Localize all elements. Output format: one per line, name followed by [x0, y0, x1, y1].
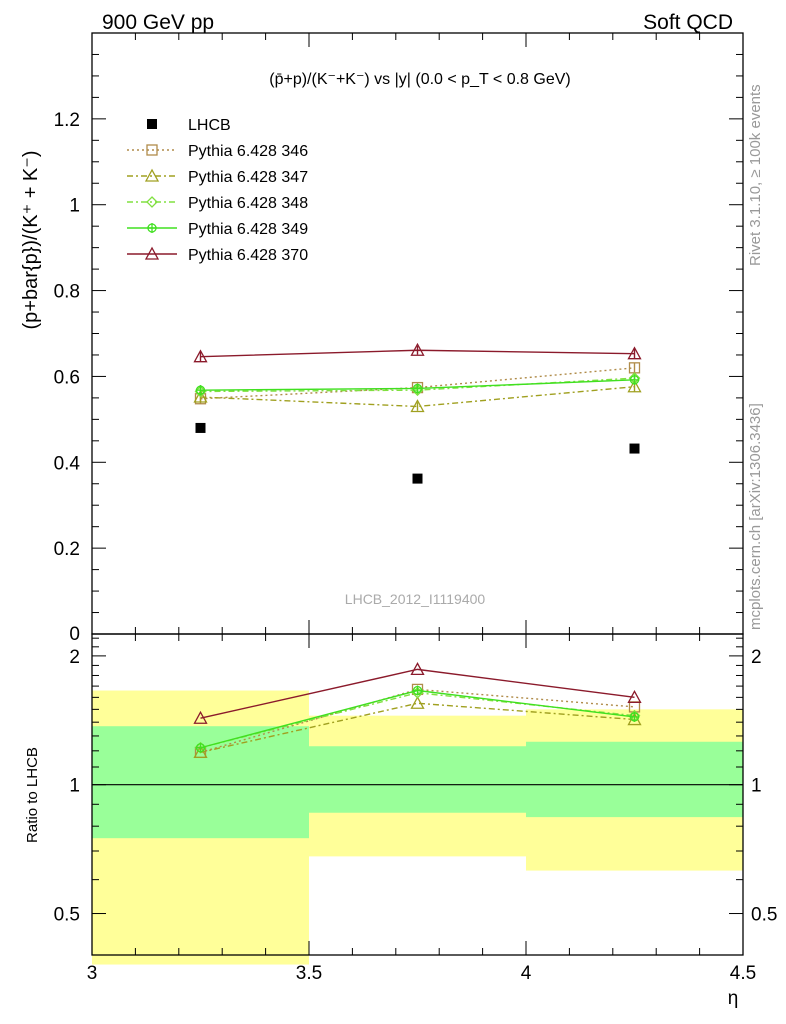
legend-marker	[147, 223, 157, 233]
main-panel: LHCB_2012_I1119400 LHCB Pythia 6.428 346 P…	[20, 32, 744, 645]
data-point	[629, 374, 640, 385]
y-tick-label: 1	[69, 196, 80, 217]
ratio-series-4	[193, 662, 642, 724]
data-point	[412, 383, 423, 394]
ratio-y-tick-label: 1	[69, 776, 80, 797]
series-1	[194, 362, 641, 405]
y-axis-label: (p+bar{p})/(K⁺ + K⁻)	[20, 151, 42, 330]
mcplots-label: mcplots.cern.ch [arXiv:1306.3436]	[747, 403, 764, 630]
legend-marker	[144, 168, 160, 182]
ratio-y-tick-label-right: 2	[751, 647, 762, 668]
ratio-frame	[91, 633, 744, 956]
ratio-y-tick-label: 0.5	[54, 905, 80, 926]
data-point	[193, 389, 208, 403]
y-tick-label: 0.2	[54, 539, 80, 560]
x-tick-label: 4.5	[730, 963, 756, 984]
data-point	[412, 473, 423, 484]
x-tick-label: 3	[87, 963, 98, 984]
ratio-y-tick-label-right: 1	[751, 776, 762, 797]
legend-label: Pythia 6.428 347	[188, 169, 308, 186]
ratio-data-point	[193, 710, 208, 724]
legend: LHCB Pythia 6.428 346 Pythia 6.428 347 Pyth…	[127, 117, 308, 264]
ratio-y-axis-label: Ratio to LHCB	[24, 747, 41, 843]
series-4	[195, 374, 640, 396]
y-tick-label: 0.4	[54, 453, 81, 474]
data-point	[410, 342, 425, 356]
legend-label: Pythia 6.428 348	[188, 195, 308, 212]
data-point	[195, 422, 206, 433]
series-line	[200, 386, 635, 408]
ratio-series-3	[195, 685, 640, 753]
ratio-y-tick-label: 2	[69, 647, 80, 668]
ratio-panel: 3 3.5 4 4.5 0.5 0.5 1 1 2 2 Ratio to LHCB η	[24, 633, 777, 1009]
legend-marker	[146, 196, 158, 208]
ratio-data-point	[193, 745, 208, 759]
y-tick-label: 0.8	[54, 282, 80, 303]
data-point	[410, 399, 425, 413]
rivet-label: Rivet 3.1.10, ≥ 100k events	[747, 84, 764, 266]
y-tick-label: 1.2	[54, 110, 80, 131]
legend-label: LHCB	[188, 117, 231, 134]
series-2	[193, 379, 642, 413]
legend-marker	[147, 119, 157, 129]
ratio-data-point	[627, 690, 642, 704]
ratio-series-line	[200, 668, 635, 719]
header-right: Soft QCD	[643, 11, 733, 34]
analysis-watermark: LHCB_2012_I1119400	[345, 591, 486, 607]
legend-label: Pythia 6.428 370	[188, 247, 308, 264]
series-0	[195, 422, 640, 484]
data-point	[627, 346, 642, 360]
x-tick-label: 3.5	[296, 963, 322, 984]
ratio-data-point	[412, 685, 423, 696]
series-line	[200, 377, 635, 393]
x-axis-label: η	[728, 988, 739, 1009]
uncertainty-band-inner	[526, 741, 743, 818]
data-point	[195, 385, 206, 396]
data-point	[627, 379, 642, 393]
plot-title: (p̄+p)/(K⁻+K⁻) vs |y| (0.0 < p_T < 0.8 G…	[269, 71, 570, 88]
ratio-data-point	[195, 742, 206, 753]
legend-label: Pythia 6.428 349	[188, 221, 308, 238]
ratio-series-line	[200, 702, 635, 754]
header-left: 900 GeV pp	[102, 11, 214, 34]
legend-marker	[144, 246, 160, 260]
x-tick-label: 4	[521, 963, 532, 984]
ratio-y-tick-label-right: 0.5	[751, 905, 777, 926]
data-point	[629, 443, 640, 454]
legend-label: Pythia 6.428 346	[188, 143, 308, 160]
ratio-data-point	[410, 695, 425, 709]
ratio-data-point	[629, 711, 640, 722]
data-point	[193, 349, 208, 363]
y-tick-label: 0.6	[54, 367, 80, 388]
legend-marker	[146, 144, 158, 156]
y-tick-label-zero: 0	[69, 624, 80, 645]
series-5	[193, 342, 642, 363]
uncertainty-band-inner	[309, 746, 526, 813]
ratio-data-point	[410, 662, 425, 676]
